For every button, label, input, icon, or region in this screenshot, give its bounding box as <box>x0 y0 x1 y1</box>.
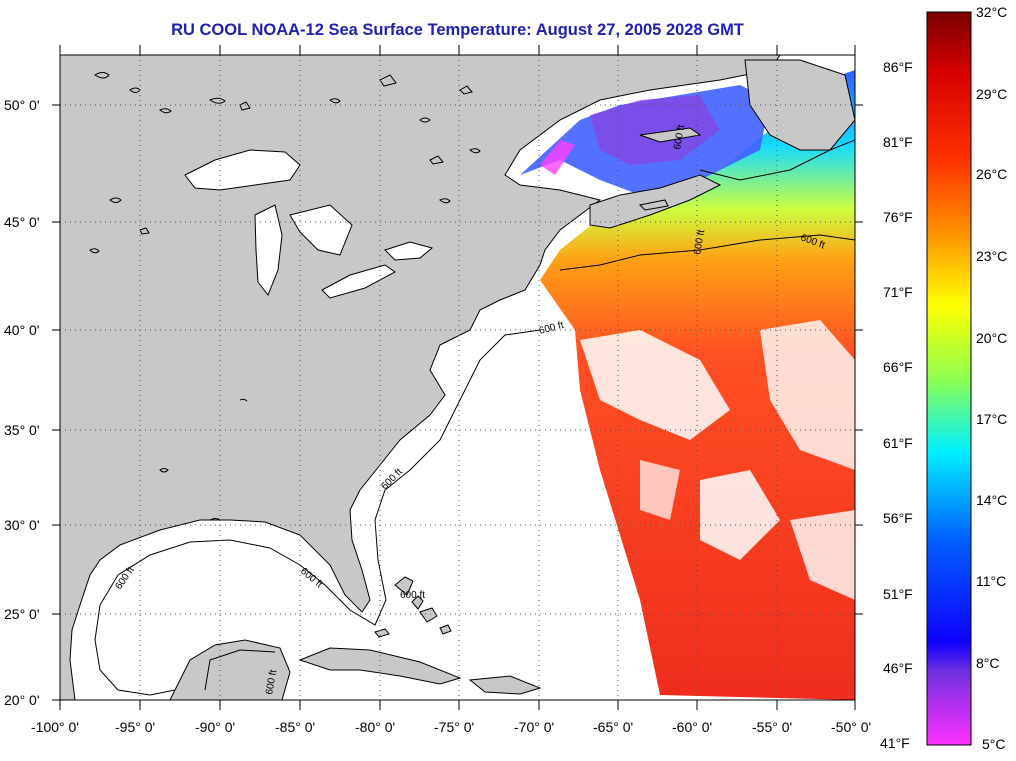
inland-lakes <box>89 72 481 521</box>
lat-label: 25° 0' <box>4 606 40 622</box>
lat-label: 35° 0' <box>4 422 40 438</box>
fahrenheit-label: 51°F <box>883 586 913 602</box>
svg-text:600 ft: 600 ft <box>692 229 707 256</box>
lon-label: -85° 0' <box>275 719 315 735</box>
lon-label: -65° 0' <box>593 719 633 735</box>
celsius-label: 5°C <box>982 736 1006 752</box>
celsius-label: 14°C <box>976 492 1007 508</box>
lon-label: -50° 0' <box>831 719 871 735</box>
lake-michigan <box>254 204 283 297</box>
lon-label: -90° 0' <box>195 719 235 735</box>
map-title: RU COOL NOAA-12 Sea Surface Temperature:… <box>171 21 744 39</box>
lon-label: -100° 0' <box>31 719 79 735</box>
great-lakes <box>184 149 434 299</box>
celsius-label: 32°C <box>976 4 1007 20</box>
celsius-label: 11°C <box>976 573 1006 589</box>
fahrenheit-label: 61°F <box>883 435 913 451</box>
axis-ticks <box>52 45 863 710</box>
celsius-label: 26°C <box>976 166 1007 182</box>
color-scale-gradient <box>926 11 972 746</box>
fahrenheit-label: 76°F <box>883 209 913 225</box>
svg-text:600 ft: 600 ft <box>264 669 279 696</box>
latitude-labels: 50° 0' 45° 0' 40° 0' 35° 0' 30° 0' 25° 0… <box>4 97 40 708</box>
celsius-label: 8°C <box>976 655 1000 671</box>
celsius-label: 20°C <box>976 330 1007 346</box>
svg-text:600 ft: 600 ft <box>400 590 425 601</box>
lake-ontario <box>384 241 434 261</box>
celsius-label: 29°C <box>976 86 1007 102</box>
bahamas-islands <box>374 576 452 638</box>
lake-superior <box>184 149 301 191</box>
lon-label: -75° 0' <box>434 719 474 735</box>
lon-label: -60° 0' <box>672 719 712 735</box>
celsius-label: 17°C <box>976 411 1007 427</box>
lat-label: 30° 0' <box>4 517 40 533</box>
fahrenheit-label: 56°F <box>883 510 913 526</box>
lon-label: -80° 0' <box>355 719 395 735</box>
lake-huron <box>289 204 353 256</box>
lon-label: -70° 0' <box>514 719 554 735</box>
fahrenheit-labels: 86°F 81°F 76°F 71°F 66°F 61°F 56°F 51°F … <box>880 59 913 751</box>
svg-text:600 ft: 600 ft <box>672 124 687 151</box>
fahrenheit-label: 86°F <box>883 59 913 75</box>
longitude-labels: -100° 0' -95° 0' -90° 0' -85° 0' -80° 0'… <box>31 719 871 735</box>
lon-label: -55° 0' <box>752 719 792 735</box>
map-frame <box>59 54 856 701</box>
color-scale-bar <box>926 11 972 746</box>
lake-erie <box>321 264 396 299</box>
fahrenheit-label: 46°F <box>883 660 913 676</box>
lon-label: -95° 0' <box>115 719 155 735</box>
lat-label: 20° 0' <box>4 692 40 708</box>
fahrenheit-label: 81°F <box>883 134 913 150</box>
fahrenheit-label: 71°F <box>883 284 913 300</box>
celsius-label: 23°C <box>976 248 1007 264</box>
lat-label: 40° 0' <box>4 322 40 338</box>
lat-label: 50° 0' <box>4 97 40 113</box>
fahrenheit-label: 66°F <box>883 359 913 375</box>
map-area: 600 ft 600 ft 600 ft 600 ft 600 ft 600 f… <box>60 55 855 700</box>
lat-label: 45° 0' <box>4 214 40 230</box>
celsius-labels: 32°C 29°C 26°C 23°C 20°C 17°C 14°C 11°C … <box>976 4 1007 752</box>
fahrenheit-label: 41°F <box>880 735 910 751</box>
bathymetry-contour <box>94 139 855 696</box>
